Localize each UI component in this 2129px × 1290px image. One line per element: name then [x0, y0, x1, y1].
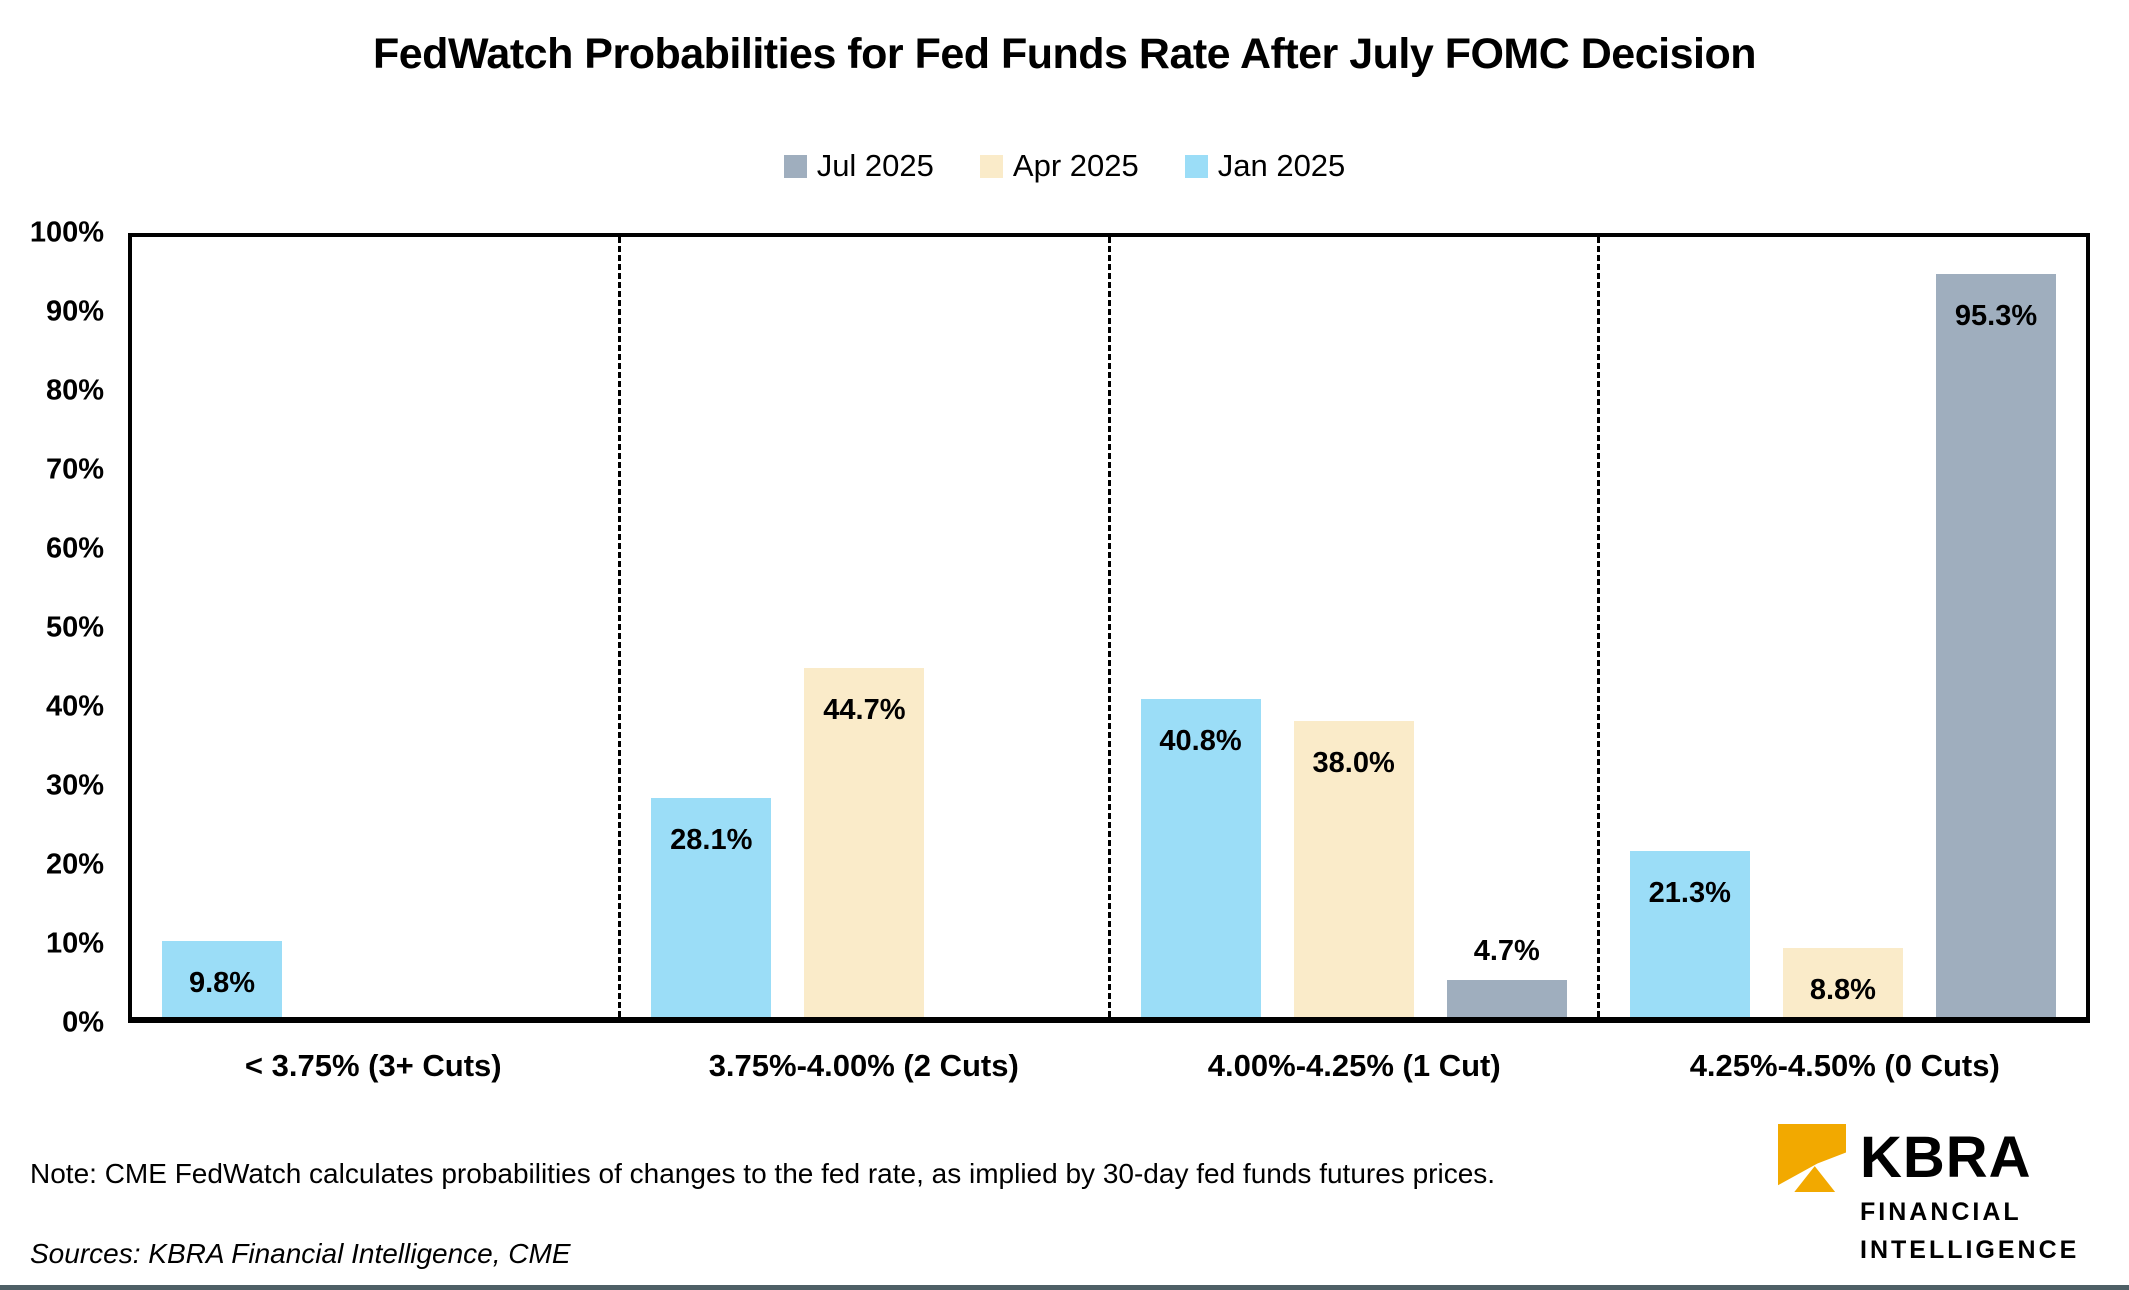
y-tick-label: 60%: [45, 532, 104, 565]
bar-slot: [468, 237, 588, 1017]
bar-jul-2025: 4.7%: [1446, 935, 1567, 1017]
y-tick-label: 90%: [45, 295, 104, 328]
category-group: 21.3% 8.8% 95.3%: [1600, 237, 2086, 1017]
category-group: 9.8%: [132, 237, 622, 1017]
category-label: 3.75%-4.00% (2 Cuts): [708, 1048, 1019, 1083]
bar-value-label: 44.7%: [823, 694, 906, 727]
bar-slot: 95.3%: [1936, 237, 2056, 1017]
bar-slot: 9.8%: [162, 237, 282, 1017]
note-text: Note: CME FedWatch calculates probabilit…: [30, 1158, 1496, 1189]
category-label: 4.00%-4.25% (1 Cut): [1207, 1048, 1501, 1083]
bar-jan-2025: 9.8%: [162, 940, 282, 1017]
legend-label: Jan 2025: [1217, 148, 1346, 183]
bar-value-label: 28.1%: [670, 823, 753, 856]
sources-text: Sources: KBRA Financial Intelligence, CM…: [30, 1238, 571, 1269]
y-axis: 100% 90% 80% 70% 60% 50% 40% 30% 20% 10% 0%: [0, 217, 104, 1039]
category-group: 40.8% 38.0% 4.7%: [1111, 237, 1600, 1017]
legend-item-jul-2025: Jul 2025: [783, 148, 934, 184]
legend-item-jan-2025: Jan 2025: [1184, 148, 1346, 184]
legend-swatch-jan-2025: [1184, 154, 1208, 178]
legend-label: Jul 2025: [816, 148, 934, 183]
category-group: 28.1% 44.7%: [621, 237, 1111, 1017]
legend-item-apr-2025: Apr 2025: [979, 148, 1139, 184]
kbra-logo-line2: INTELLIGENCE: [1860, 1236, 2080, 1265]
bar-value-label: 95.3%: [1954, 299, 2038, 332]
bar-jan-2025: 40.8%: [1140, 698, 1261, 1017]
legend: Jul 2025 Apr 2025 Jan 2025: [0, 148, 2129, 184]
kbra-logo-line1: FINANCIAL: [1860, 1198, 2022, 1226]
bar-value-label: 21.3%: [1648, 876, 1731, 909]
bar-value-label: 4.7%: [1473, 935, 1540, 968]
y-tick-label: 20%: [45, 848, 104, 881]
bar-apr-2025: 38.0%: [1293, 720, 1414, 1017]
y-tick-label: 70%: [45, 453, 104, 486]
bar-slot: 38.0%: [1293, 237, 1414, 1017]
bar-slot: 4.7%: [1446, 237, 1567, 1017]
y-tick-label: 50%: [45, 611, 104, 644]
y-tick-label: 30%: [45, 769, 104, 802]
bar-value-label: 38.0%: [1312, 746, 1395, 779]
bar-slot: 21.3%: [1629, 237, 1750, 1017]
bar-jul-2025: 95.3%: [1936, 273, 2056, 1017]
y-tick-label: 40%: [45, 690, 104, 723]
y-tick-label: 100%: [29, 216, 104, 249]
y-tick-label: 80%: [45, 374, 104, 407]
bar-slot: [315, 237, 435, 1017]
legend-swatch-apr-2025: [979, 154, 1003, 178]
kbra-logo: KBRA FINANCIAL INTELLIGENCE: [1778, 1124, 2079, 1269]
bar-slot: 44.7%: [804, 237, 925, 1017]
bottom-rule: [0, 1285, 2129, 1290]
y-tick-label: 0%: [62, 1006, 104, 1039]
legend-swatch-jul-2025: [783, 154, 807, 178]
bar-jan-2025: 21.3%: [1629, 850, 1750, 1017]
bar-slot: 28.1%: [651, 237, 772, 1017]
bar-value-label: 9.8%: [188, 966, 256, 999]
kbra-logo-icon: [1778, 1124, 1846, 1192]
category-label: < 3.75% (3+ Cuts): [244, 1048, 502, 1083]
legend-label: Apr 2025: [1012, 148, 1139, 183]
chart-title: FedWatch Probabilities for Fed Funds Rat…: [373, 30, 1756, 78]
bar-jan-2025: 28.1%: [651, 797, 772, 1017]
bar-value-label: 8.8%: [1809, 974, 1876, 1007]
bar-slot: 40.8%: [1140, 237, 1261, 1017]
plot-area: 9.8% 28.1% 44.7% 40.8% 38.0% 4.7% 21.3% 8.8% 95.…: [128, 233, 2090, 1023]
bar-slot: 8.8%: [1782, 237, 1903, 1017]
category-label: 4.25%-4.50% (0 Cuts): [1689, 1048, 2000, 1083]
x-axis-labels: < 3.75% (3+ Cuts) 3.75%-4.00% (2 Cuts) 4.0…: [128, 1048, 2090, 1084]
bar-value-label: 40.8%: [1159, 724, 1242, 757]
y-tick-label: 10%: [45, 927, 104, 960]
kbra-logo-brand: KBRA: [1860, 1125, 2032, 1190]
bar-apr-2025: 8.8%: [1782, 948, 1903, 1017]
bar-slot: [958, 237, 1078, 1017]
bar-apr-2025: 44.7%: [804, 668, 925, 1017]
